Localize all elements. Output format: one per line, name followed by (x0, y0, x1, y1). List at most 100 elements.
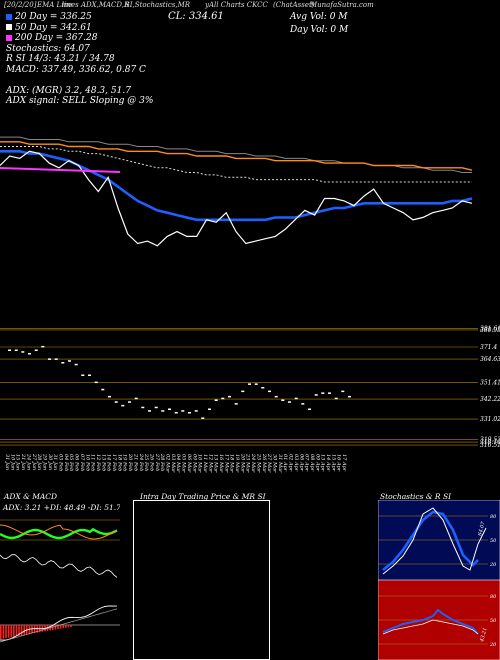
level-point (308, 408, 311, 410)
level-point (341, 390, 345, 393)
x-tick-label: 05 Feb (68, 454, 74, 471)
level-point (221, 397, 225, 400)
x-tick-label: 10 Feb (84, 454, 90, 471)
x-tick-label: 11 Mar (202, 454, 208, 473)
macd-bar (0, 625, 2, 639)
level-point (41, 345, 45, 348)
level-point (321, 392, 325, 394)
intra-panel-title: Intra Day Trading Price & MR SI (140, 492, 266, 501)
x-tick-label: 05 Mar (181, 454, 187, 473)
level-point (8, 349, 11, 351)
x-tick-label: 24 Jan (25, 453, 31, 470)
level-point (81, 374, 85, 376)
stoch-tick: 50 (490, 538, 497, 544)
level-point (301, 403, 305, 405)
x-tick-label: 30 Mar (272, 454, 278, 473)
macd-bar (13, 625, 15, 637)
level-point (154, 406, 158, 409)
x-tick-label: 10 Jan (9, 454, 15, 470)
x-tick-label: 25 Feb (143, 453, 149, 471)
level-point (274, 395, 278, 398)
level-point (181, 410, 185, 412)
x-tick-label: 06 Feb (74, 454, 80, 471)
info-text: MACD: 337.49, 336.62, 0.87 C (6, 64, 146, 75)
header-item: EMA Line (37, 1, 73, 9)
x-tick-label: 13 Mar (213, 454, 219, 473)
x-tick-label: 02 Apr (288, 454, 294, 472)
x-tick-label: 19 Feb (122, 454, 128, 471)
x-tick-label: 15 Apr (330, 454, 336, 472)
level-point (48, 358, 51, 360)
x-tick-label: 25 Mar (255, 453, 261, 473)
x-tick-label: 17 Feb (111, 454, 117, 471)
macd-bar (15, 625, 18, 637)
macd-bar (18, 625, 20, 636)
info-text: R SI 14/3: 43.21 / 34.78 (6, 54, 115, 64)
x-tick-label: 04 Feb (63, 454, 69, 471)
series-50-day (0, 146, 472, 183)
level-point (234, 403, 238, 405)
x-tick-label: 28 Jan (36, 453, 42, 470)
macd-bar (20, 625, 23, 636)
x-tick-label: 12 Feb (95, 454, 101, 471)
stoch-d-line (382, 507, 487, 575)
stoch-k-line (382, 510, 479, 572)
y-tick-label: 380.95 (480, 327, 500, 334)
info-line: Stochastics: 64.07 (6, 44, 153, 55)
macd-bar (31, 625, 33, 634)
level-point (254, 383, 258, 385)
level-point (141, 406, 145, 409)
info-line: 200 Day = 367.28 (6, 33, 153, 44)
x-tick-label: 24 Mar (250, 453, 256, 473)
level-point (261, 387, 265, 389)
y-tick-label: 318.16 (480, 439, 500, 446)
legend-swatch (6, 24, 12, 30)
level-point (134, 397, 138, 400)
series-trend (0, 136, 472, 173)
adx-panel-title: ADX & MACD (4, 492, 58, 501)
intra-panel (133, 500, 270, 660)
x-tick-label: 07 Apr (304, 454, 310, 472)
y-tick-label: 316.51 (480, 442, 500, 449)
x-tick-label: 08 Apr (309, 454, 315, 472)
x-tick-label: 21 Jan (20, 453, 26, 470)
level-point (74, 363, 78, 366)
level-point (294, 397, 298, 400)
info-text: Stochastics: 64.07 (6, 43, 90, 54)
info-text: ADX signal: SELL Sloping @ 3% (6, 96, 154, 106)
macd-bar (52, 625, 54, 630)
level-point (328, 392, 331, 394)
level-point (228, 395, 231, 398)
x-tick-label: 29 Jan (41, 453, 47, 470)
level-point (161, 410, 165, 412)
x-tick-label: 06 Apr (298, 454, 304, 472)
level-point (241, 390, 245, 393)
macd-panel (0, 580, 120, 660)
x-tick-label: 20 Mar (239, 453, 245, 473)
stoch-panel: 80 50 20 64.07 (378, 500, 500, 580)
x-tick-label: 04 Mar (175, 454, 181, 473)
x-tick-label: 03 Mar (170, 454, 176, 473)
x-tick-label: 20 Feb (127, 453, 133, 471)
signal-line (0, 608, 118, 643)
macd-bar (59, 625, 62, 629)
close-label: CL: 334.61 (168, 11, 224, 22)
level-point (201, 417, 205, 419)
x-tick-label: 02 Mar (165, 454, 171, 473)
level-point (94, 381, 98, 384)
level-point (194, 410, 198, 412)
x-tick-label: 27 Mar (266, 453, 272, 473)
x-tick-label: 14 Feb (106, 454, 112, 471)
x-tick-label: 30 Jan (47, 454, 53, 470)
y-tick-label: 371.4 (480, 344, 497, 351)
info-text: 20 Day = 336.25 (15, 12, 92, 22)
info-line: ADX: (MGR) 3.2, 48.3, 51.7 (6, 86, 153, 97)
rsi-tick: 20 (489, 642, 497, 648)
stoch-value: 64.07 (477, 520, 487, 536)
level-point (348, 395, 351, 398)
adx-label: ADX: 3.21 +DI: 48.49 -DI: 51.71 (2, 503, 120, 512)
info-text: 200 Day = 367.28 (15, 33, 98, 43)
x-tick-label: 27 Jan (31, 453, 37, 470)
level-point (268, 390, 271, 393)
